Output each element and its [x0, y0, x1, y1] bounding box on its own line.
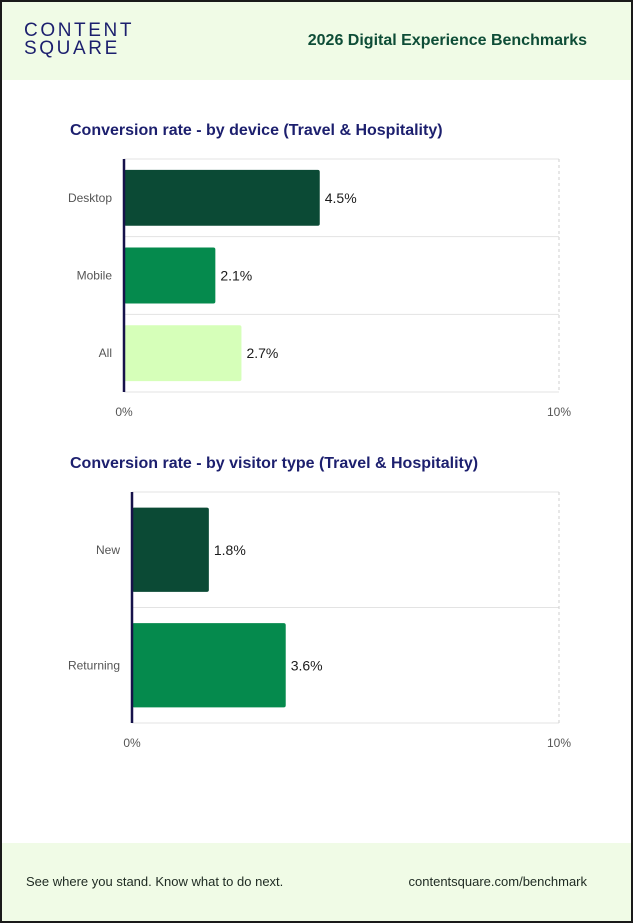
contentsquare-logo[interactable]: CONTENT SQUARE — [24, 20, 135, 59]
logo-line-1: CONTENT — [24, 20, 135, 41]
chart-title-visitor: Conversion rate - by visitor type (Trave… — [70, 455, 479, 472]
header: CONTENT SQUARE 2026 Digital Experience B… — [2, 2, 631, 80]
footer-tagline: See where you stand. Know what to do nex… — [26, 874, 284, 889]
header-title: 2026 Digital Experience Benchmarks — [307, 32, 587, 49]
device-chart-svg: 4.5% Desktop 2.1% Mobile 2.7% All 0% 10% — [68, 158, 571, 419]
device-bar-chart: 4.5% Desktop 2.1% Mobile 2.7% All 0% 10% — [2, 152, 633, 427]
data-label: 3.6% — [291, 657, 323, 673]
data-label: 2.7% — [246, 345, 278, 361]
visitor-chart-svg: 1.8% New 3.6% Returning 0% 10% — [68, 491, 571, 750]
tick-label: 10% — [547, 736, 571, 750]
benchmark-link[interactable]: contentsquare.com/benchmark — [408, 874, 587, 889]
category-label: Desktop — [68, 191, 112, 205]
bar-returning — [132, 623, 286, 708]
data-label: 1.8% — [214, 542, 246, 558]
tick-label: 0% — [123, 736, 141, 750]
bar-all — [124, 325, 242, 382]
bar-desktop — [124, 169, 320, 226]
tick-label: 0% — [115, 405, 133, 419]
chart-title-device: Conversion rate - by device (Travel & Ho… — [70, 122, 443, 139]
category-label: New — [96, 543, 120, 557]
logo-line-2: SQUARE — [24, 38, 120, 59]
data-label: 2.1% — [220, 268, 252, 284]
data-label: 4.5% — [325, 190, 357, 206]
category-label: Returning — [68, 658, 120, 672]
tick-label: 10% — [547, 405, 571, 419]
visitor-bar-chart: 1.8% New 3.6% Returning 0% 10% — [2, 486, 633, 756]
bar-new — [132, 507, 209, 592]
footer: See where you stand. Know what to do nex… — [2, 843, 631, 921]
bar-mobile — [124, 247, 216, 304]
category-label: All — [99, 346, 112, 360]
category-label: Mobile — [77, 269, 113, 283]
